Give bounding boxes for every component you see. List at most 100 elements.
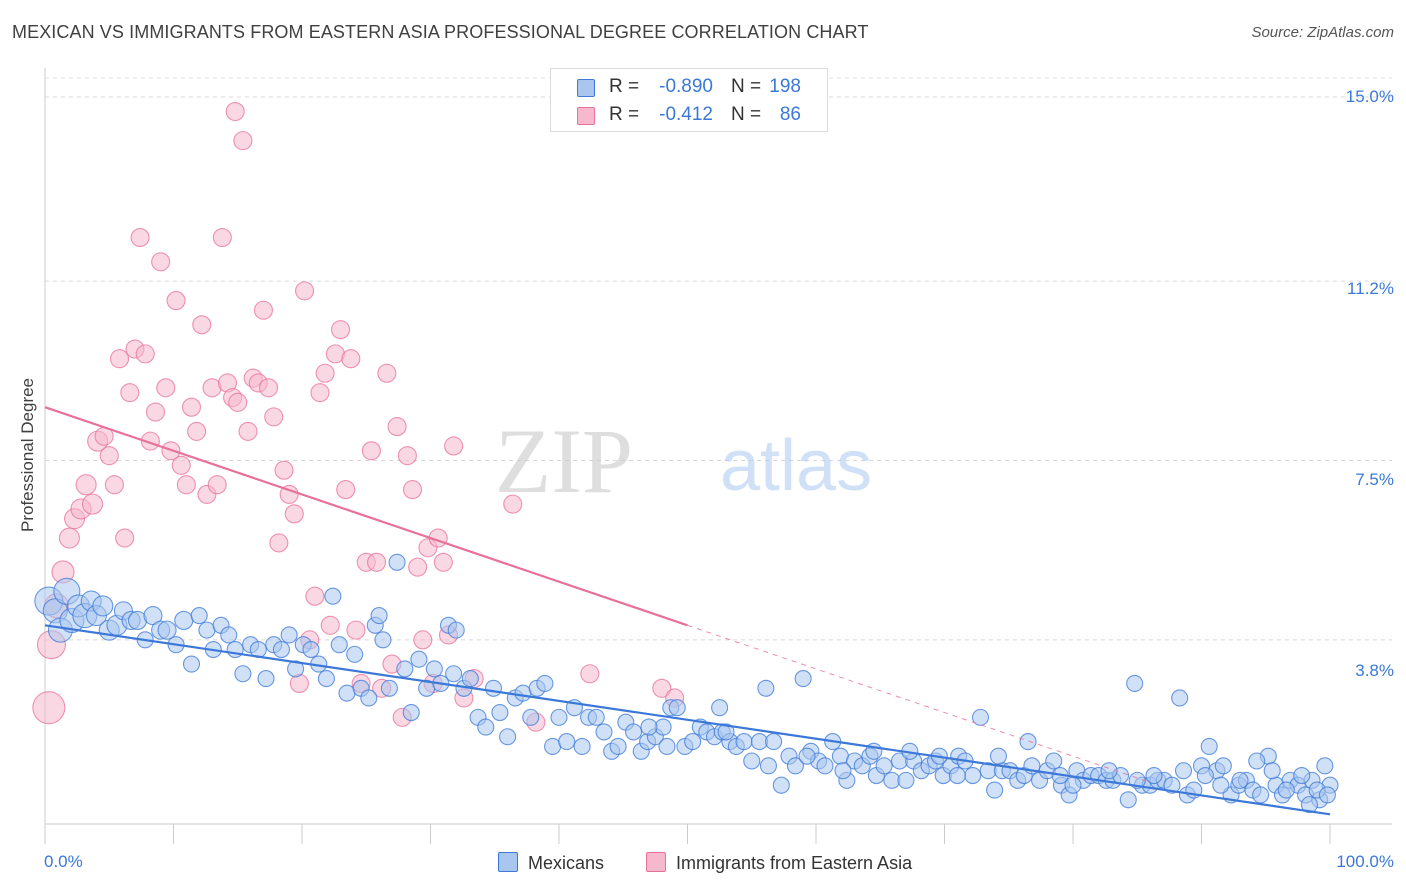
eastern-asia-point-14 — [115, 528, 135, 548]
mexicans-point-192 — [1231, 771, 1249, 789]
mexicans-point-61 — [477, 718, 495, 736]
series-mexicans-points — [34, 553, 1339, 814]
mexicans-point-99 — [757, 679, 775, 697]
trend-lines — [44, 406, 1331, 816]
mexicans-point-52 — [410, 650, 428, 668]
eastern-asia-point-67 — [387, 417, 407, 437]
eastern-asia-point-65 — [377, 363, 397, 383]
mexicans-point-100 — [765, 733, 783, 751]
chart-title: MEXICAN VS IMMIGRANTS FROM EASTERN ASIA … — [12, 22, 869, 42]
legend-swatch-mexicans — [498, 852, 518, 872]
eastern-asia-point-18 — [135, 344, 155, 364]
mexicans-point-206 — [1064, 776, 1082, 794]
mexicans-point-63 — [491, 703, 509, 722]
eastern-asia-point-20 — [145, 402, 166, 422]
eastern-asia-point-26 — [176, 475, 196, 495]
x-tick-min: 0.0% — [44, 852, 83, 871]
y-tick-7-5: 7.5% — [1355, 470, 1394, 489]
y-tick-15: 15.0% — [1345, 87, 1394, 106]
eastern-asia-trend-line-extension — [687, 624, 1151, 783]
legend-label-mexicans: Mexicans — [528, 853, 605, 873]
eastern-asia-point-17 — [130, 228, 150, 248]
eastern-asia-trend-line — [44, 406, 688, 627]
mexicans-point-20 — [174, 610, 194, 630]
mexicans-point-201 — [717, 723, 735, 741]
n-label: N = — [731, 104, 762, 125]
n-value-eastern-asia: 86 — [779, 104, 801, 125]
mexicans-point-101 — [772, 776, 790, 794]
mexicans-point-18 — [157, 620, 177, 640]
mexicans-point-62 — [484, 679, 503, 697]
mexicans-point-54 — [425, 660, 443, 678]
mexicans-point-22 — [190, 607, 208, 625]
mexicans-point-41 — [330, 636, 348, 654]
mexicans-point-149 — [1126, 674, 1144, 692]
r-value-eastern-asia: -0.412 — [659, 104, 713, 125]
stats-row-mexicans: R = -0.890 N = 198 — [551, 73, 827, 101]
mexicans-point-57 — [447, 621, 465, 639]
mexicans-point-59 — [461, 670, 479, 688]
mexicans-point-166 — [1252, 786, 1270, 804]
mexicans-point-79 — [609, 737, 627, 756]
eastern-asia-point-49 — [295, 281, 315, 301]
eastern-asia-point-38 — [238, 421, 258, 441]
eastern-asia-point-69 — [397, 446, 417, 466]
eastern-asia-point-36 — [228, 392, 248, 412]
eastern-asia-point-42 — [259, 378, 279, 398]
eastern-asia-point-29 — [192, 315, 212, 335]
eastern-asia-swatch — [577, 107, 595, 125]
mexicans-point-189 — [1174, 762, 1193, 780]
eastern-asia-point-13 — [109, 349, 130, 369]
eastern-asia-point-52 — [310, 383, 330, 403]
mexicans-point-39 — [317, 670, 335, 688]
mexicans-point-193 — [1248, 752, 1266, 770]
eastern-asia-point-86 — [225, 101, 245, 122]
mexicans-point-194 — [1263, 762, 1281, 780]
mexicans-point-200 — [658, 737, 676, 756]
mexicans-point-148 — [1119, 791, 1137, 809]
mexicans-point-179 — [640, 718, 658, 736]
eastern-asia-point-76 — [433, 552, 453, 572]
mexicans-point-155 — [1171, 689, 1189, 707]
eastern-asia-point-51 — [305, 586, 325, 606]
eastern-asia-point-24 — [166, 291, 186, 311]
eastern-asia-point-63 — [366, 552, 387, 572]
watermark-atlas: atlas — [720, 426, 872, 506]
r-label: R = — [609, 76, 640, 97]
mexicans-point-188 — [1145, 766, 1163, 785]
eastern-asia-point-25 — [171, 455, 191, 475]
mexicans-point-33 — [272, 640, 290, 659]
mexicans-point-104 — [794, 670, 812, 688]
mexicans-point-182 — [834, 762, 852, 780]
eastern-asia-point-57 — [336, 480, 356, 500]
mexicans-point-23 — [198, 621, 216, 639]
n-value-mexicans: 198 — [769, 76, 801, 97]
eastern-asia-point-71 — [408, 557, 428, 577]
mexicans-point-26 — [220, 626, 238, 644]
mexicans-point-178 — [445, 665, 463, 683]
mexicans-point-21 — [182, 655, 201, 673]
chart-source: Source: ZipAtlas.com — [1251, 24, 1394, 41]
watermark: ZIP atlas — [495, 410, 872, 512]
mexicans-point-50 — [396, 660, 414, 678]
mexicans-point-181 — [759, 757, 778, 775]
mexicans-point-40 — [324, 587, 342, 605]
eastern-asia-point-70 — [402, 480, 423, 500]
eastern-asia-point-33 — [212, 228, 232, 248]
mexicans-point-103 — [786, 757, 804, 775]
legend-swatch-eastern-asia — [646, 852, 666, 872]
mexicans-point-202 — [798, 747, 816, 765]
mexicans-point-175 — [1316, 757, 1334, 775]
mexicans-point-70 — [544, 737, 562, 756]
eastern-asia-point-4 — [58, 527, 80, 549]
mexicans-point-69 — [536, 674, 554, 692]
eastern-asia-point-81 — [503, 494, 523, 514]
mexicans-point-107 — [816, 757, 834, 775]
stats-legend: R = -0.890 N = 198 R = -0.412 N = 86 — [550, 68, 828, 132]
r-label: R = — [609, 104, 640, 125]
eastern-asia-point-12 — [104, 475, 124, 495]
eastern-asia-point-8 — [81, 493, 104, 515]
y-tick-11-2: 11.2% — [1347, 279, 1394, 298]
mexicans-point-205 — [989, 747, 1008, 765]
eastern-asia-point-47 — [284, 504, 304, 524]
